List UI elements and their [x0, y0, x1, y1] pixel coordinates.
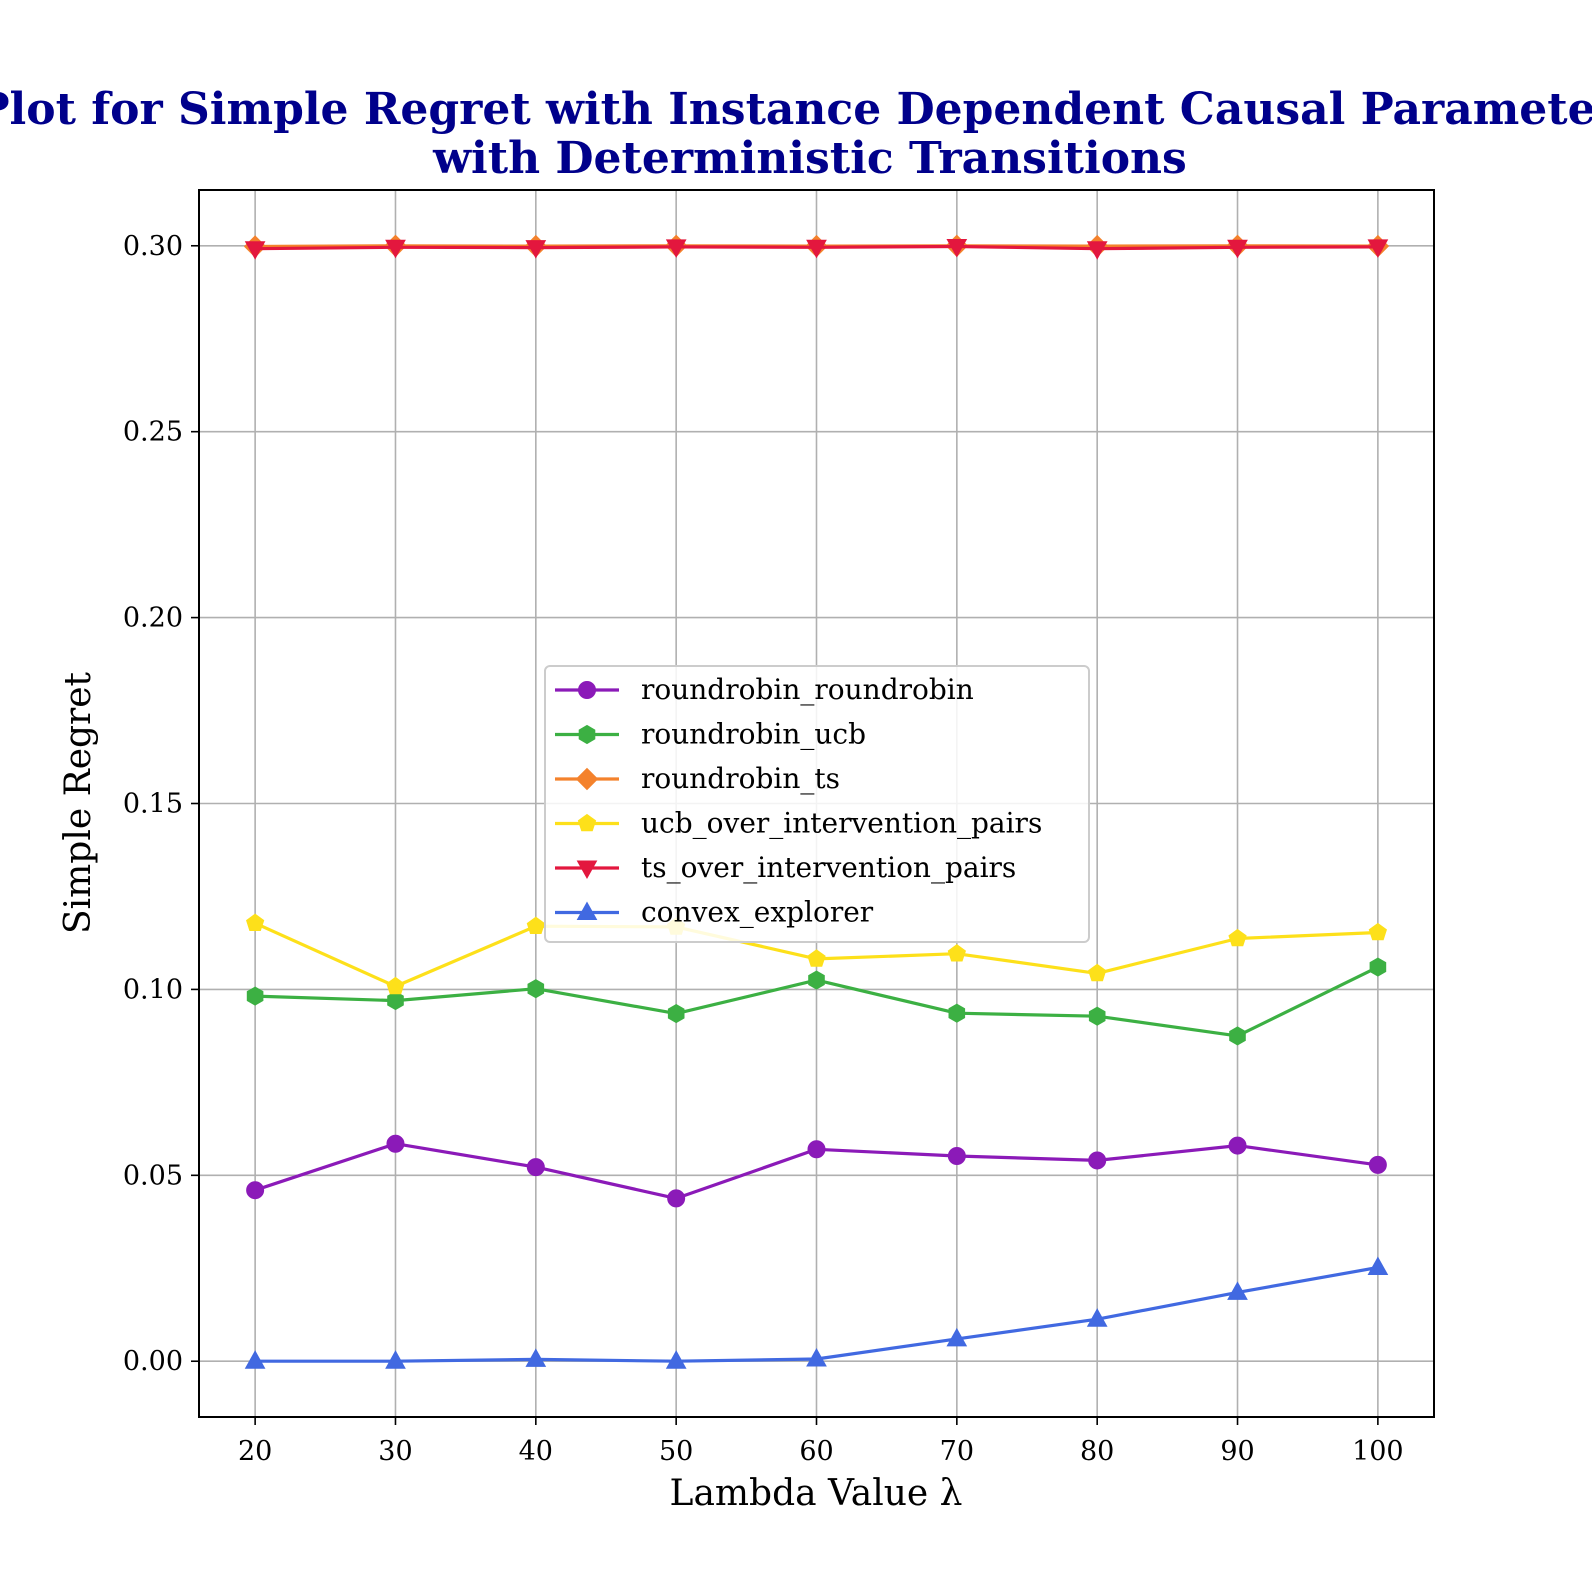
data-point — [1227, 1281, 1248, 1300]
data-point — [806, 239, 827, 259]
legend-swatch-marker — [575, 767, 599, 791]
legend-entry: convex_explorer — [555, 896, 874, 929]
x-axis-ticks: 20 30 40 50 60 70 80 90 100 — [238, 1417, 1404, 1467]
legend-box — [544, 665, 1090, 943]
legend-label: roundrobin_ts — [641, 762, 840, 795]
x-tick-label: 50 — [659, 1436, 693, 1467]
data-point — [244, 1350, 266, 1369]
data-point — [525, 1348, 547, 1367]
series-roundrobin_roundrobin — [246, 1134, 1387, 1208]
data-point — [946, 239, 968, 258]
y-axis-ticks: 0.00 0.05 0.10 0.15 0.20 0.25 0.30 — [123, 231, 199, 1377]
data-point — [947, 944, 966, 962]
data-point — [948, 1003, 966, 1023]
y-tick-label: 0.30 — [123, 231, 183, 262]
data-point — [246, 1181, 265, 1200]
y-tick-label: 0.20 — [123, 603, 183, 634]
x-tick-label: 80 — [1080, 1436, 1114, 1467]
data-point — [246, 913, 265, 931]
data-point — [807, 1140, 826, 1159]
x-tick-label: 20 — [238, 1436, 272, 1467]
x-tick-label: 90 — [1220, 1436, 1254, 1467]
data-point — [1367, 1256, 1389, 1275]
x-tick-label: 60 — [799, 1436, 833, 1467]
y-tick-label: 0.05 — [123, 1160, 183, 1191]
chart-title: Plot for Simple Regret with Instance Dep… — [0, 84, 1592, 184]
plot-series — [243, 234, 1390, 1369]
legend-entry: ucb_over_intervention_pairs — [555, 807, 1042, 840]
data-point — [1086, 1308, 1108, 1327]
data-point — [808, 970, 825, 990]
data-point — [1368, 922, 1387, 941]
x-tick-label: 100 — [1352, 1436, 1404, 1467]
data-point — [1088, 1006, 1106, 1026]
data-point — [1086, 241, 1108, 260]
data-point — [525, 240, 547, 259]
y-tick-label: 0.25 — [123, 417, 183, 448]
data-point — [1228, 1136, 1247, 1155]
data-point — [1369, 957, 1387, 977]
legend-swatch-marker — [578, 724, 596, 745]
data-point — [667, 1004, 685, 1024]
x-tick-label: 40 — [519, 1436, 553, 1467]
series-ts_over_intervention_pairs — [244, 239, 1389, 260]
data-point — [385, 1350, 406, 1369]
x-tick-label: 70 — [940, 1436, 974, 1467]
data-point — [1229, 1026, 1246, 1046]
x-axis-label: Lambda Value λ — [670, 1473, 963, 1514]
legend-label: roundrobin_roundrobin — [641, 673, 974, 706]
data-point — [1367, 239, 1389, 258]
legend-swatch-marker — [576, 901, 598, 920]
data-point — [1368, 1155, 1387, 1174]
legend-label: convex_explorer — [641, 896, 874, 929]
legend-label: roundrobin_ucb — [641, 718, 866, 751]
data-point — [386, 976, 405, 995]
y-tick-label: 0.15 — [123, 789, 183, 820]
chart-title-line-2: with Deterministic Transitions — [432, 133, 1187, 184]
x-tick-label: 30 — [378, 1436, 412, 1467]
series-convex_explorer — [244, 1256, 1389, 1369]
legend: roundrobin_roundrobin roundrobin_ucbround… — [544, 665, 1090, 943]
data-point — [386, 1134, 405, 1153]
data-point — [526, 1158, 545, 1177]
chart-title-line-1: Plot for Simple Regret with Instance Dep… — [0, 84, 1592, 135]
y-axis-label: Simple Regret — [58, 671, 99, 934]
legend-label: ucb_over_intervention_pairs — [641, 807, 1042, 840]
data-point — [246, 986, 264, 1006]
data-point — [1228, 928, 1247, 947]
data-point — [665, 1350, 687, 1369]
data-point — [947, 1146, 966, 1165]
data-point — [667, 1189, 686, 1208]
y-tick-label: 0.00 — [123, 1346, 183, 1377]
legend-entry: ts_over_intervention_pairs — [555, 851, 1016, 884]
series-ucb_over_intervention_pairs — [246, 913, 1387, 995]
data-point — [946, 1327, 968, 1347]
legend-swatch-marker — [576, 860, 598, 880]
data-point — [665, 239, 687, 258]
legend-swatch-marker — [578, 681, 596, 699]
legend-label: ts_over_intervention_pairs — [641, 851, 1016, 884]
data-point — [387, 991, 404, 1011]
legend-entry: roundrobin_ts — [555, 762, 840, 795]
legend-entry: roundrobin_roundrobin — [555, 673, 974, 706]
data-point — [385, 239, 406, 259]
y-tick-label: 0.10 — [123, 974, 183, 1005]
data-point — [1088, 1151, 1107, 1170]
legend-swatch-marker — [577, 813, 597, 832]
data-point — [527, 979, 545, 999]
data-point — [244, 241, 266, 260]
data-point — [1227, 239, 1248, 259]
data-point — [807, 949, 826, 967]
data-point — [1088, 963, 1107, 982]
data-point — [526, 916, 545, 934]
series-roundrobin_ucb — [246, 957, 1387, 1046]
legend-entry: roundrobin_ucb — [555, 718, 866, 751]
data-point — [806, 1347, 827, 1367]
